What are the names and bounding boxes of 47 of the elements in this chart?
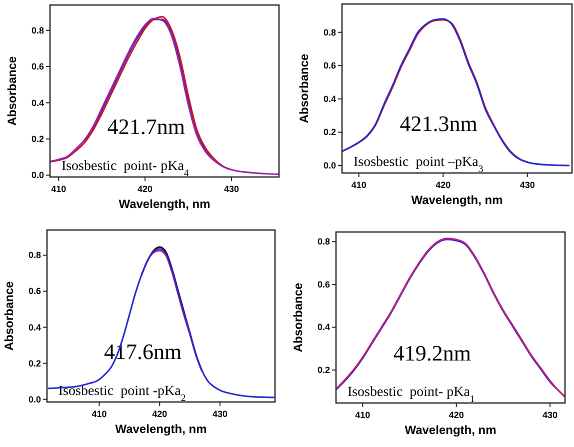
x-axis-title: Wavelength, nm — [404, 423, 496, 437]
annotation: Isosbestic point- pKa$_{4}$ — [61, 159, 189, 179]
y-tick-label: 0.8 — [28, 250, 41, 260]
y-tick-label: 0.8 — [317, 236, 330, 247]
y-tick-label: 0.0 — [28, 394, 41, 404]
y-tick-label: 0.2 — [31, 134, 44, 144]
x-tick-label: 420 — [152, 409, 168, 419]
x-tick-label: 410 — [355, 410, 370, 420]
y-tick-label: 0.4 — [317, 322, 330, 332]
annotation: 419.2nm — [393, 340, 471, 366]
y-axis-title: Absorbance — [291, 282, 305, 352]
annotation: Isosbestic point –pKa$_{3}$ — [354, 155, 484, 175]
annotation: 421.3nm — [400, 110, 478, 136]
y-tick-label: 0.0 — [323, 160, 336, 171]
annotation: Isosbestic point -pKa$_{2}$ — [58, 384, 186, 404]
x-tick-label: 420 — [448, 410, 464, 420]
x-axis-title: Wavelength, nm — [411, 193, 503, 207]
y-tick-label: 0.6 — [323, 60, 336, 71]
x-tick-label: 430 — [520, 180, 535, 190]
y-tick-label: 0.0 — [31, 170, 44, 180]
y-tick-label: 0.2 — [28, 358, 41, 368]
y-tick-label: 0.6 — [28, 286, 41, 296]
annotation: 421.7nm — [107, 114, 185, 139]
y-tick-label: 0.4 — [31, 98, 44, 108]
y-tick-label: 0.2 — [323, 127, 336, 138]
y-tick-label: 0.8 — [323, 27, 336, 38]
y-tick-label: 0.6 — [31, 62, 44, 72]
y-axis-title: Absorbance — [297, 54, 311, 124]
x-axis-title: Wavelength, nm — [118, 197, 210, 211]
x-tick-label: 410 — [51, 184, 66, 194]
x-tick-label: 430 — [542, 410, 558, 420]
x-tick-label: 420 — [138, 184, 153, 194]
x-tick-label: 410 — [92, 409, 107, 419]
x-axis-title: Wavelength, nm — [115, 422, 207, 436]
x-tick-label: 420 — [436, 180, 451, 190]
y-tick-label: 0.4 — [323, 94, 336, 104]
y-tick-label: 0.2 — [317, 365, 330, 376]
x-tick-label: 430 — [224, 184, 239, 194]
y-tick-label: 0.6 — [317, 279, 330, 290]
y-tick-label: 0.8 — [31, 25, 44, 36]
x-tick-label: 410 — [351, 180, 366, 190]
y-axis-title: Absorbance — [2, 281, 16, 351]
y-axis-title: Absorbance — [5, 56, 19, 126]
annotation: Isosbestic point- pKa$_{1}$ — [347, 385, 475, 405]
x-tick-label: 430 — [212, 409, 228, 419]
y-tick-label: 0.4 — [28, 322, 41, 332]
line-series — [50, 18, 279, 176]
